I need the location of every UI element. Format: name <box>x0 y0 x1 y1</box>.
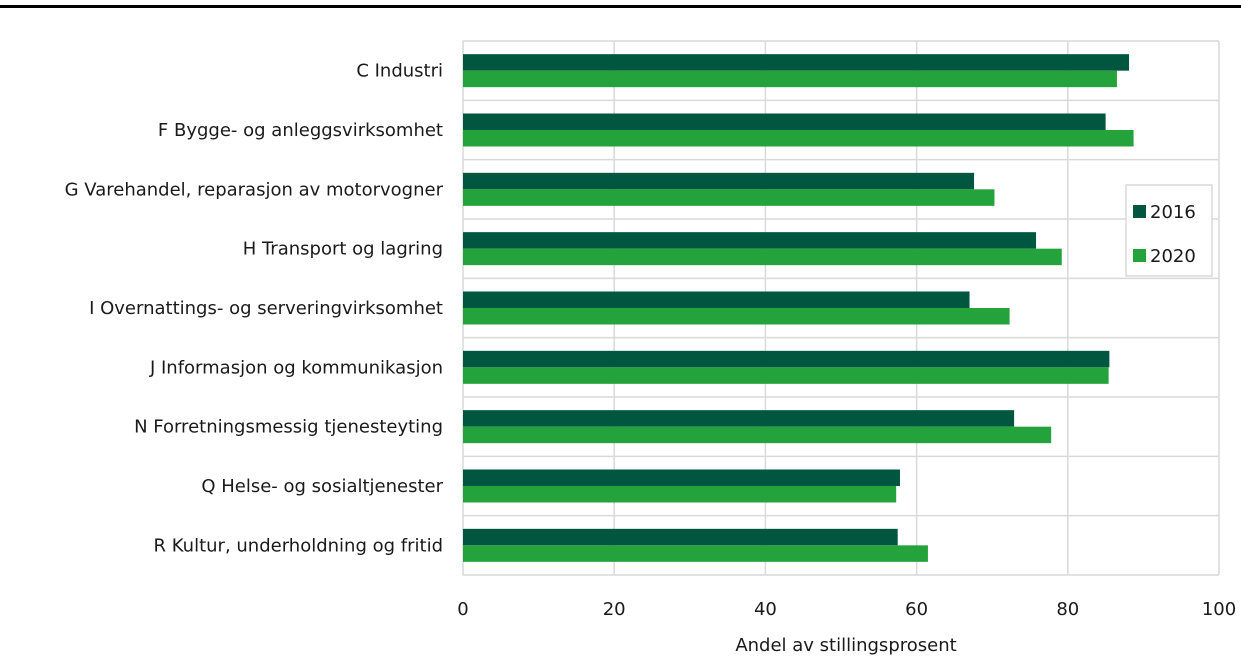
top-rule <box>0 5 1241 8</box>
bars <box>463 54 1134 562</box>
bar-2016 <box>463 232 1037 249</box>
bar-2020 <box>463 486 897 503</box>
x-tick-label: 0 <box>457 599 468 620</box>
x-tick-label: 40 <box>754 599 777 620</box>
category-label: C Industri <box>356 61 443 82</box>
bar-2020 <box>463 545 928 562</box>
grid <box>462 40 1220 576</box>
bar-2020 <box>463 308 1010 325</box>
bar-2020 <box>463 130 1134 147</box>
bar-2016 <box>463 113 1106 130</box>
category-label: Q Helse- og sosialtjenester <box>201 476 443 497</box>
category-label: F Bygge- og anleggsvirksomhet <box>158 120 443 141</box>
legend-label-2020: 2020 <box>1150 246 1196 267</box>
bar-2016 <box>463 350 1110 368</box>
x-tick-label: 20 <box>603 599 626 620</box>
bar-2020 <box>463 70 1117 88</box>
legend-label-2016: 2016 <box>1150 202 1196 223</box>
legend-swatch-2016 <box>1133 205 1146 218</box>
bar-2016 <box>463 172 975 190</box>
category-label: R Kultur, underholdning og fritid <box>154 535 443 556</box>
category-label: G Varehandel, reparasjon av motorvogner <box>65 179 444 200</box>
legend: 2016 2020 <box>1125 184 1213 277</box>
x-tick-label: 60 <box>905 599 928 620</box>
bar-2016 <box>463 291 970 308</box>
bar-2016 <box>463 528 898 546</box>
x-axis-title: Andel av stillingsprosent <box>735 635 956 656</box>
x-tick-labels: 0 20 40 60 80 100 <box>457 599 1236 620</box>
x-tick-label: 100 <box>1202 599 1236 620</box>
bar-2020 <box>463 426 1052 444</box>
bar-2020 <box>463 248 1062 266</box>
x-tick-label: 80 <box>1056 599 1079 620</box>
category-label: J Informasjon og kommunikasjon <box>149 357 443 378</box>
category-labels: C Industri F Bygge- og anleggsvirksomhet G… <box>65 61 444 557</box>
category-label: H Transport og lagring <box>243 239 443 260</box>
bar-2016 <box>463 410 1015 427</box>
bar-2016 <box>463 54 1130 71</box>
bar-2020 <box>463 189 995 206</box>
legend-swatch-2020 <box>1133 249 1146 262</box>
bar-2020 <box>463 367 1109 384</box>
category-label: I Overnattings- og serveringvirksomhet <box>89 298 443 319</box>
category-label: N Forretningsmessig tjenesteyting <box>134 417 443 438</box>
bar-2016 <box>463 469 900 486</box>
